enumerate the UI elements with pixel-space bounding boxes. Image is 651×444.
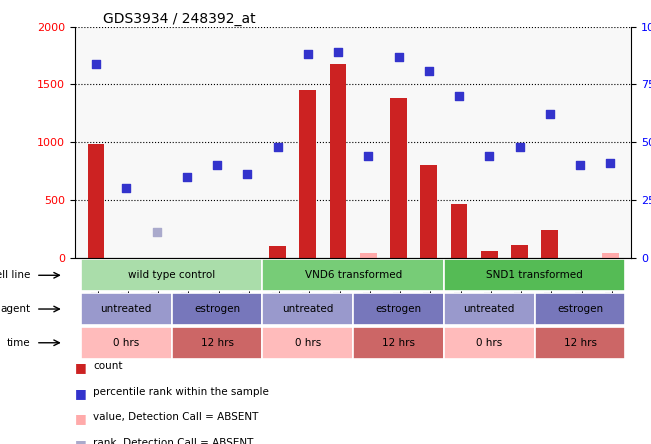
Bar (444, 327, 534, 359)
Text: ■: ■ (75, 438, 87, 444)
Text: VND6 transformed: VND6 transformed (305, 270, 402, 280)
Text: estrogen: estrogen (376, 304, 422, 314)
Text: GDS3934 / 248392_at: GDS3934 / 248392_at (103, 12, 255, 26)
Point (182, 173, 192, 180)
Bar (262, 259, 444, 291)
Point (151, 229, 161, 236)
Text: 12 hrs: 12 hrs (564, 338, 596, 348)
Text: value, Detection Call = ABSENT: value, Detection Call = ABSENT (93, 412, 258, 423)
Text: count: count (93, 361, 122, 371)
Text: cell line: cell line (0, 270, 31, 280)
Text: estrogen: estrogen (557, 304, 603, 314)
Text: 0 hrs: 0 hrs (476, 338, 503, 348)
Point (303, 51, 313, 58)
Point (605, 159, 615, 166)
Bar (481, 250, 497, 258)
Bar (534, 293, 626, 325)
Bar (511, 245, 528, 258)
Point (575, 162, 585, 169)
Text: agent: agent (0, 304, 31, 314)
Text: time: time (7, 338, 31, 348)
Bar (444, 293, 534, 325)
Bar (81, 293, 172, 325)
Bar (81, 259, 262, 291)
Bar (299, 90, 316, 258)
Point (212, 162, 222, 169)
Point (424, 67, 434, 74)
Point (242, 171, 253, 178)
Bar (81, 327, 172, 359)
Point (272, 143, 283, 150)
Bar (444, 259, 626, 291)
Point (545, 111, 555, 118)
Bar (360, 253, 377, 258)
Text: rank, Detection Call = ABSENT: rank, Detection Call = ABSENT (93, 438, 253, 444)
Text: ■: ■ (75, 361, 87, 374)
Text: SND1 transformed: SND1 transformed (486, 270, 583, 280)
Bar (534, 327, 626, 359)
Text: 0 hrs: 0 hrs (295, 338, 321, 348)
Text: 0 hrs: 0 hrs (113, 338, 139, 348)
Text: estrogen: estrogen (194, 304, 240, 314)
Bar (390, 98, 407, 258)
Bar (450, 204, 467, 258)
Point (514, 143, 525, 150)
Text: wild type control: wild type control (128, 270, 215, 280)
Point (484, 152, 495, 159)
Text: ■: ■ (75, 412, 87, 425)
Text: untreated: untreated (282, 304, 333, 314)
Text: percentile rank within the sample: percentile rank within the sample (93, 387, 269, 397)
Point (393, 53, 404, 60)
Bar (270, 246, 286, 258)
Text: untreated: untreated (464, 304, 515, 314)
Point (121, 185, 132, 192)
Bar (172, 293, 262, 325)
Text: untreated: untreated (101, 304, 152, 314)
Point (363, 152, 374, 159)
Bar (602, 254, 618, 258)
Text: ■: ■ (75, 387, 87, 400)
Point (91, 60, 102, 67)
Point (454, 92, 464, 99)
Bar (262, 293, 353, 325)
Bar (421, 165, 437, 258)
Bar (172, 327, 262, 359)
Bar (88, 144, 104, 258)
Bar (542, 230, 558, 258)
Bar (353, 293, 444, 325)
Bar (353, 327, 444, 359)
Text: 12 hrs: 12 hrs (201, 338, 234, 348)
Bar (329, 63, 346, 258)
Bar (262, 327, 353, 359)
Text: 12 hrs: 12 hrs (382, 338, 415, 348)
Point (333, 48, 343, 56)
